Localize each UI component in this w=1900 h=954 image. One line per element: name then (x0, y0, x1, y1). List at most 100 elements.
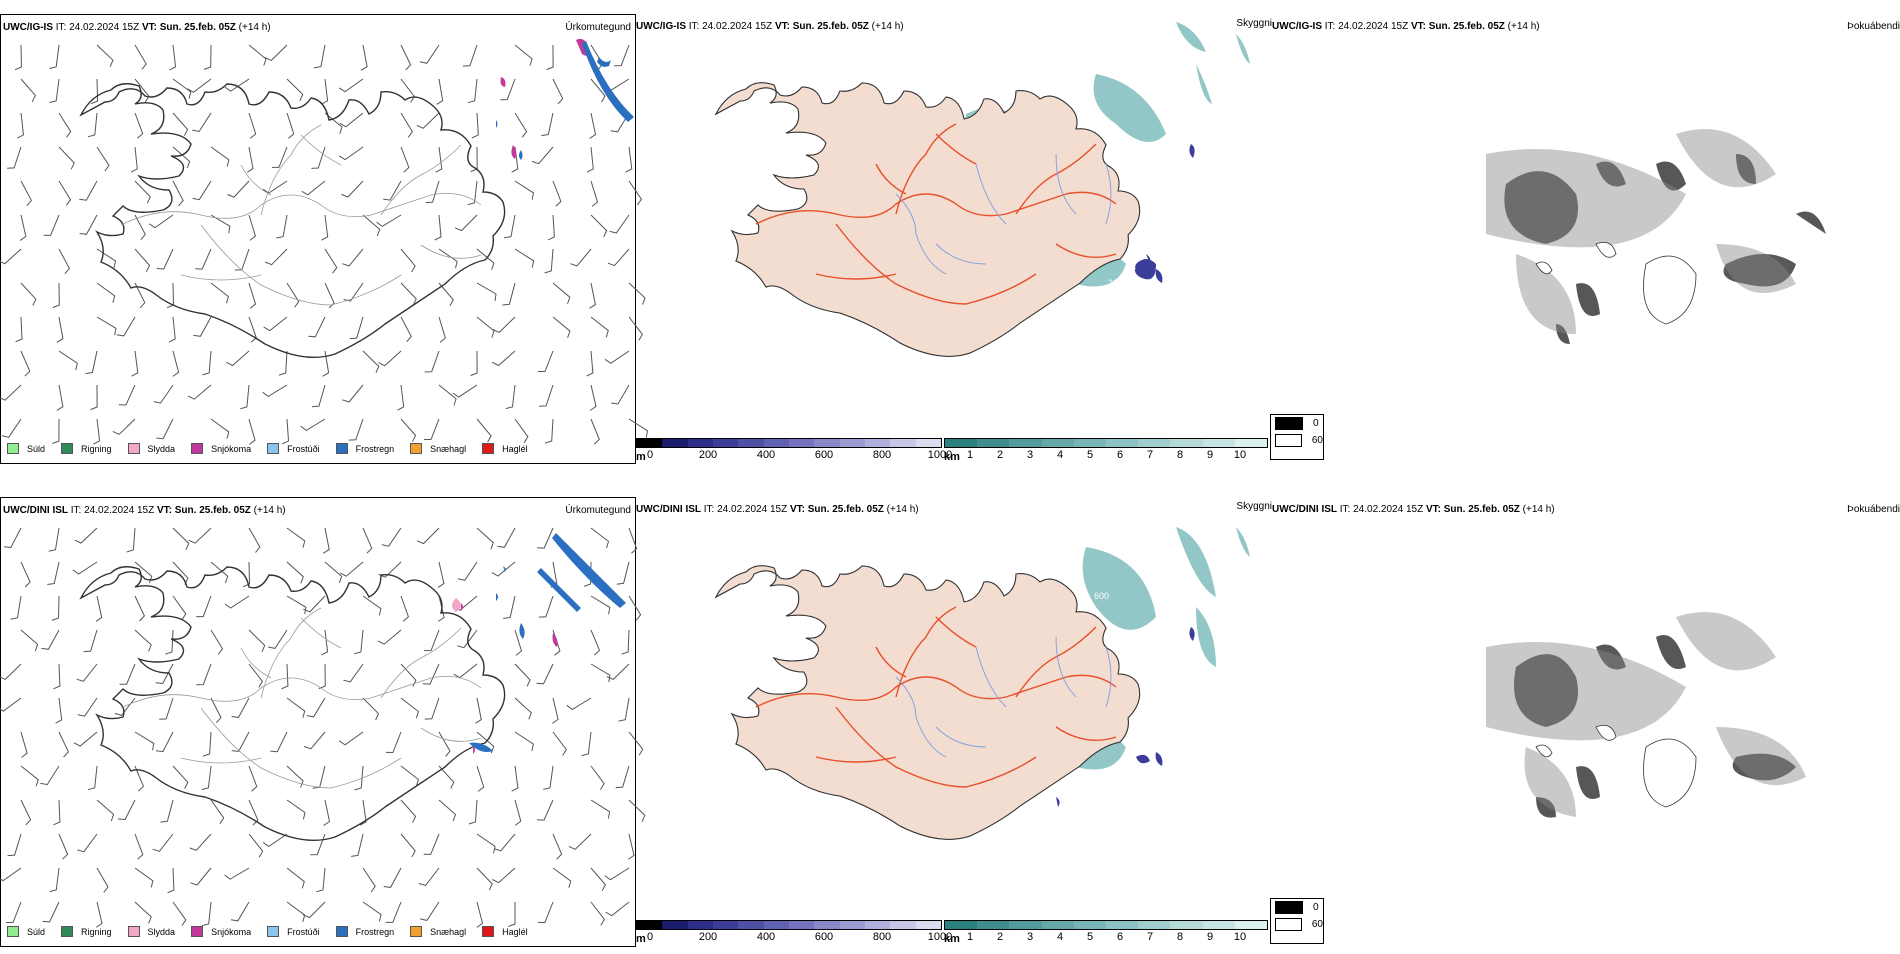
wind-barb (301, 180, 326, 196)
wind-barb (359, 799, 367, 826)
colorbar-tick: 400 (756, 449, 776, 461)
wind-barb (134, 248, 151, 272)
wind-barb (628, 731, 644, 756)
colorbar-swatch (1202, 921, 1235, 929)
wind-barb (438, 799, 457, 822)
wind-barb (83, 629, 98, 653)
wind-barb (436, 78, 444, 105)
wind-barb (117, 799, 136, 821)
wind-barb (381, 527, 402, 547)
wind-barb (134, 595, 145, 622)
wind-barb (625, 146, 633, 173)
wind-barb (500, 78, 516, 101)
cloudbase-colorbar-swatches (636, 920, 942, 930)
lead-time: (+14 h) (871, 21, 904, 32)
wind-barb (424, 697, 440, 720)
wind-barb (438, 595, 445, 622)
wind-barb (339, 561, 364, 577)
wind-barb (246, 146, 254, 173)
wind-barb (514, 663, 531, 687)
wind-barb (196, 595, 212, 618)
colorbar-tick: 7 (1146, 931, 1154, 943)
cloudbase-label: 12 (1126, 261, 1136, 271)
wind-barb (552, 180, 562, 207)
wind-barb (248, 833, 264, 858)
wind-barb (87, 112, 98, 138)
wind-barb (604, 867, 630, 881)
wind-barb (262, 833, 288, 848)
legend-item: Súld (7, 443, 45, 454)
wind-barb (47, 561, 60, 585)
wind-barb (156, 418, 174, 440)
wind-barb (134, 78, 150, 103)
colorbar-swatch (915, 439, 941, 447)
wind-barb (462, 44, 478, 67)
colorbar-tick: 9 (1206, 931, 1214, 943)
wind-barb (286, 765, 304, 788)
lead-time: (+14 h) (253, 505, 286, 516)
wind-barb (134, 214, 146, 241)
panel-title-precip: Úrkomutegund (565, 22, 631, 33)
wind-barb (377, 629, 402, 645)
wind-barb (511, 765, 519, 792)
wind-barb (96, 44, 114, 67)
lead-time: (+14 h) (886, 504, 919, 515)
wind-barb (531, 146, 554, 165)
wind-barb (148, 214, 174, 229)
colorbar-swatch (1041, 921, 1074, 929)
colorbar-tick: 0 (646, 449, 654, 461)
wind-barb (605, 901, 630, 917)
wind-barb (152, 833, 174, 852)
colorbar-swatch (1234, 439, 1268, 447)
wind-barb (547, 214, 555, 241)
wind-barb (90, 384, 98, 411)
wind-barb (504, 214, 516, 239)
wind-barb (303, 595, 326, 613)
wind-barb (539, 384, 554, 407)
wind-barb (53, 663, 61, 690)
model-name: UWC/DINI ISL (3, 505, 68, 516)
wind-barb (616, 561, 630, 585)
wind-barb (492, 316, 516, 333)
wind-barb (52, 282, 60, 309)
legend-label: Snjókoma (211, 926, 252, 937)
wind-barb (491, 350, 516, 367)
colorbar-tick: 200 (698, 449, 718, 461)
wind-barb (424, 350, 440, 373)
colorbar-swatch (687, 439, 713, 447)
colorbar-swatch (1138, 921, 1171, 929)
wind-barb (134, 833, 144, 860)
wind-barb (17, 112, 25, 139)
wind-barb (537, 527, 554, 549)
wind-barb (514, 418, 529, 443)
cloudbase-label: 29 (1096, 126, 1106, 136)
legend-label: Snæhagl (430, 926, 467, 937)
fog-map-bottom (715, 565, 1806, 840)
vt-label: VT: (774, 21, 790, 32)
wind-barb (476, 901, 484, 928)
wind-barb (231, 731, 250, 752)
wind-barb (210, 282, 229, 304)
wind-barb (7, 146, 22, 169)
wind-barb (118, 384, 136, 406)
wind-barb (248, 527, 261, 553)
legend-label: Frostregn (355, 443, 395, 454)
wind-barb (438, 248, 458, 269)
legend-item: Frostúði (267, 443, 320, 454)
colorbar-tick: 600 (814, 449, 834, 461)
colorbar-swatch (1009, 439, 1042, 447)
wind-barb (49, 78, 60, 103)
wind-barb (400, 282, 417, 306)
wind-barb (172, 350, 180, 377)
wind-barb (286, 697, 306, 718)
wind-barb (134, 180, 151, 204)
wind-barb (552, 697, 559, 724)
colorbar-swatch (864, 439, 891, 447)
it-value: 24.02.2024 15Z (84, 505, 155, 516)
wind-barb (192, 180, 212, 201)
wind-barb (58, 248, 71, 275)
wind-barb (134, 731, 155, 751)
wind-barb (56, 316, 64, 343)
fog-scale-row: 60 (1271, 432, 1323, 449)
wind-barb (134, 629, 152, 652)
